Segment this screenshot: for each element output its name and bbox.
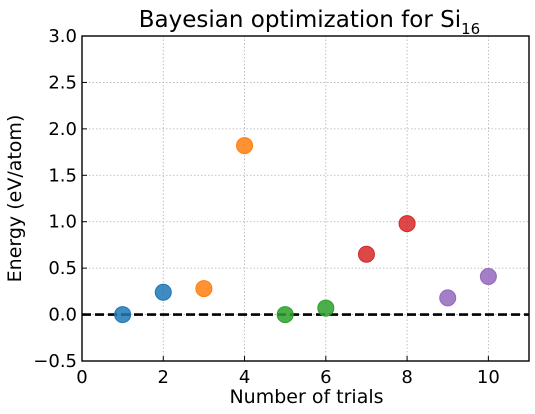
- y-tick-label: 1.0: [48, 212, 77, 233]
- grid-lines: [82, 36, 529, 361]
- data-point-3: [195, 280, 213, 298]
- data-point-7: [357, 245, 375, 263]
- plot-frame: [81, 35, 530, 362]
- y-ticks: −0.5 0.0 0.5 1.0 1.5 2.0 2.5 3.0: [33, 26, 87, 372]
- y-tick-label: −0.5: [33, 351, 77, 372]
- data-point-6: [317, 299, 335, 317]
- data-point-2: [154, 283, 172, 301]
- data-point-9: [439, 289, 457, 307]
- chart-title: Bayesian optimization for Si16: [139, 7, 480, 38]
- y-tick-label: 0.5: [48, 258, 77, 279]
- chart-title-subscript: 16: [461, 20, 480, 38]
- x-tick-label: 0: [76, 367, 87, 388]
- y-tick-label: 2.0: [48, 119, 77, 140]
- y-tick-label: 0.0: [48, 305, 77, 326]
- data-point-8: [398, 215, 416, 233]
- x-tick-label: 2: [158, 367, 169, 388]
- x-tick-label: 10: [477, 367, 500, 388]
- y-tick-label: 2.5: [48, 72, 77, 93]
- x-tick-label: 8: [401, 367, 412, 388]
- data-point-4: [236, 137, 254, 155]
- x-tick-label: 6: [320, 367, 331, 388]
- data-points: [114, 137, 497, 324]
- x-tick-label: 4: [239, 367, 250, 388]
- data-point-1: [114, 306, 132, 324]
- x-axis-label: Number of trials: [229, 386, 383, 408]
- y-tick-label: 3.0: [48, 26, 77, 47]
- data-point-10: [479, 268, 497, 285]
- chart-title-main: Bayesian optimization for Si: [139, 7, 461, 33]
- y-axis-label: Energy (eV/atom): [4, 115, 26, 283]
- y-tick-label: 1.5: [48, 165, 77, 186]
- x-ticks: 0 2 4 6 8 10: [76, 356, 500, 388]
- data-point-5: [276, 306, 294, 324]
